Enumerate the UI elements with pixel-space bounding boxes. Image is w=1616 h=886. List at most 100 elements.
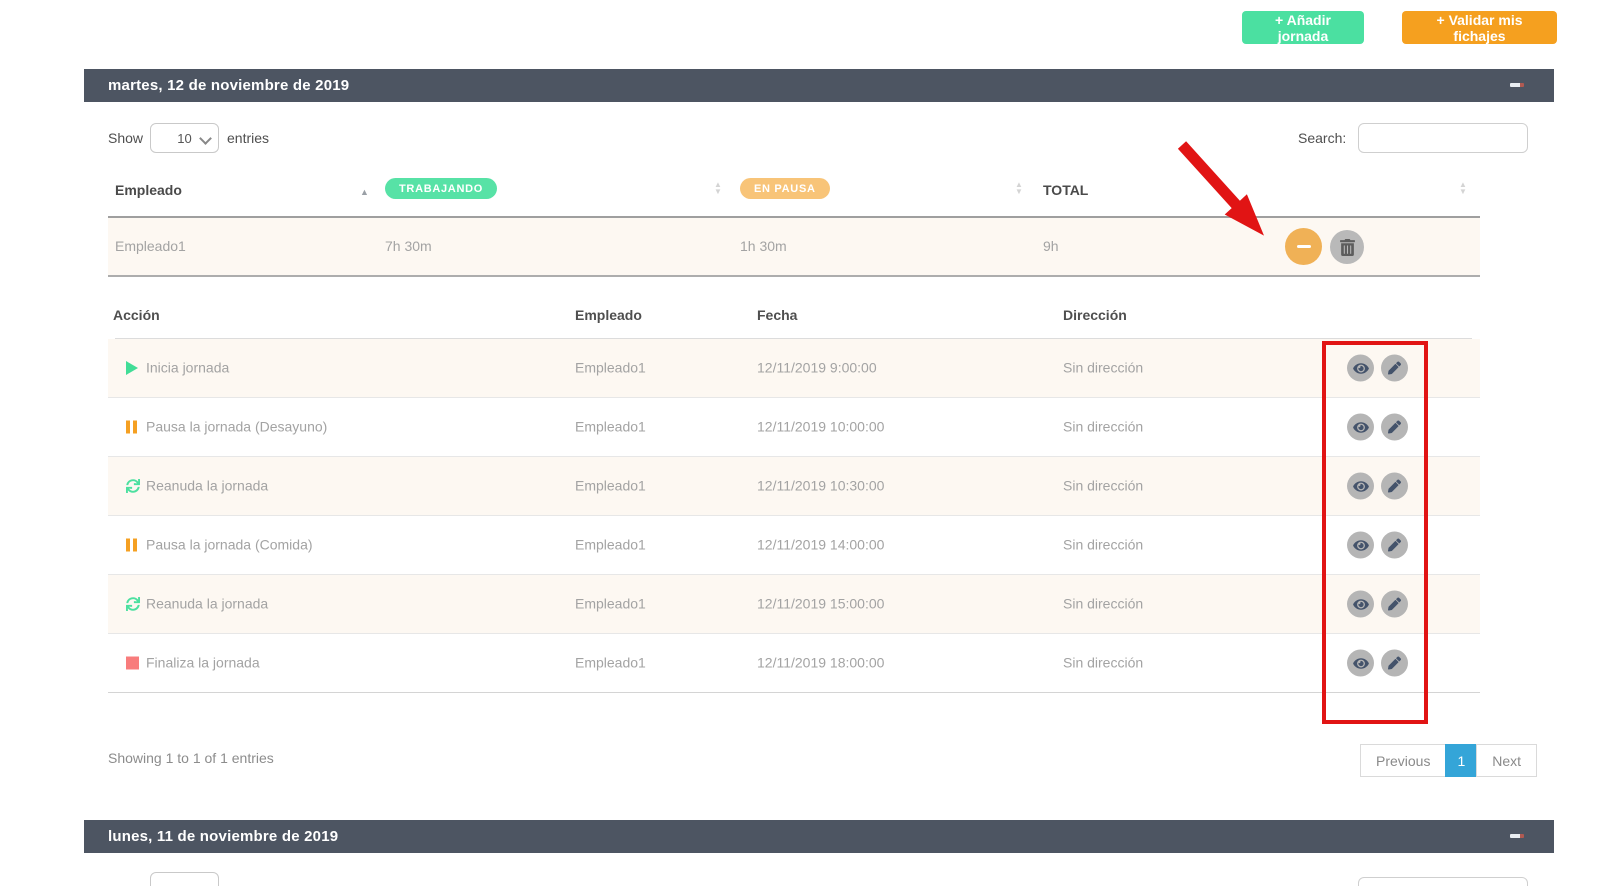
collapse-minus-icon[interactable] xyxy=(1510,83,1524,87)
row-action: Pausa la jornada (Desayuno) xyxy=(146,418,328,435)
collapse-minus-icon[interactable] xyxy=(1510,834,1524,838)
page-length-value: 10 xyxy=(177,130,192,146)
row-action: Pausa la jornada (Comida) xyxy=(146,536,313,553)
column-header-empleado[interactable]: Empleado xyxy=(115,182,182,198)
row-empleado: Empleado1 xyxy=(575,654,646,671)
pencil-icon xyxy=(1388,597,1401,611)
row-direccion: Sin dirección xyxy=(1063,359,1144,376)
row-empleado: Empleado1 xyxy=(575,477,646,494)
pause-icon xyxy=(126,538,137,552)
resume-icon xyxy=(126,479,140,493)
row-direccion: Sin dirección xyxy=(1063,477,1144,494)
table-info: Showing 1 to 1 of 1 entries xyxy=(108,750,274,766)
row-action: Inicia jornada xyxy=(146,359,230,376)
search-input[interactable] xyxy=(1358,877,1528,886)
summary-enpausa: 1h 30m xyxy=(740,238,787,254)
trash-icon xyxy=(1339,238,1355,256)
view-button[interactable] xyxy=(1347,590,1374,618)
sort-both-icon[interactable]: ▲ ▼ xyxy=(714,180,722,196)
page-length-select[interactable] xyxy=(150,872,219,886)
search-label: Search: xyxy=(1298,130,1347,146)
view-button[interactable] xyxy=(1347,354,1374,382)
eye-icon xyxy=(1352,421,1369,433)
pagination-page-1-button[interactable]: 1 xyxy=(1445,744,1478,777)
table-row: Reanuda la jornada Empleado1 12/11/2019 … xyxy=(108,575,1480,634)
edit-button[interactable] xyxy=(1381,590,1408,618)
detail-column-empleado[interactable]: Empleado xyxy=(575,307,642,323)
row-direccion: Sin dirección xyxy=(1063,536,1144,553)
table-row: Pausa la jornada (Desayuno) Empleado1 12… xyxy=(108,398,1480,457)
summary-empleado: Empleado1 xyxy=(115,238,186,254)
day-section-header-lunes[interactable]: lunes, 11 de noviembre de 2019 xyxy=(84,820,1554,853)
row-fecha: 12/11/2019 9:00:00 xyxy=(757,359,877,376)
pagination-next-button[interactable]: Next xyxy=(1476,744,1538,777)
column-header-enpausa-badge[interactable]: EN PAUSA xyxy=(740,178,830,199)
eye-icon xyxy=(1352,539,1369,551)
eye-icon xyxy=(1352,362,1369,374)
view-button[interactable] xyxy=(1347,531,1374,559)
resume-icon xyxy=(126,597,140,611)
pencil-icon xyxy=(1388,361,1401,375)
summary-total: 9h xyxy=(1043,238,1059,254)
row-action: Reanuda la jornada xyxy=(146,595,269,612)
search-input[interactable] xyxy=(1358,123,1528,153)
page-length-select[interactable]: 10 xyxy=(150,123,219,153)
sort-both-icon[interactable]: ▲ ▼ xyxy=(1015,180,1023,196)
row-empleado: Empleado1 xyxy=(575,418,646,435)
summary-trabajando: 7h 30m xyxy=(385,238,432,254)
view-button[interactable] xyxy=(1347,472,1374,500)
row-action: Finaliza la jornada xyxy=(146,654,260,671)
divider xyxy=(115,338,1472,339)
entries-label: entries xyxy=(227,130,270,146)
minus-circle-icon xyxy=(1296,245,1311,248)
edit-button[interactable] xyxy=(1381,472,1408,500)
pencil-icon xyxy=(1388,479,1401,493)
sort-both-icon[interactable]: ▲ ▼ xyxy=(1459,180,1467,196)
row-direccion: Sin dirección xyxy=(1063,595,1144,612)
column-header-total[interactable]: TOTAL xyxy=(1043,182,1089,198)
row-fecha: 12/11/2019 15:00:00 xyxy=(757,595,885,612)
eye-icon xyxy=(1352,480,1369,492)
play-icon xyxy=(126,361,138,375)
delete-row-button[interactable] xyxy=(1330,230,1364,264)
row-direccion: Sin dirección xyxy=(1063,654,1144,671)
edit-button[interactable] xyxy=(1381,413,1408,441)
validar-fichajes-button[interactable]: + Validar mis fichajes xyxy=(1402,11,1557,44)
pagination: Previous 1 Next xyxy=(1360,744,1538,777)
detail-column-accion[interactable]: Acción xyxy=(113,307,160,323)
pause-icon xyxy=(126,420,137,434)
pencil-icon xyxy=(1388,656,1401,670)
chevron-down-icon xyxy=(199,132,212,145)
pencil-icon xyxy=(1388,538,1401,552)
pagination-previous-button[interactable]: Previous xyxy=(1360,744,1447,777)
view-button[interactable] xyxy=(1347,413,1374,441)
day-title: lunes, 11 de noviembre de 2019 xyxy=(108,828,339,845)
summary-row[interactable] xyxy=(108,216,1480,277)
row-empleado: Empleado1 xyxy=(575,359,646,376)
row-fecha: 12/11/2019 10:00:00 xyxy=(757,418,885,435)
column-header-trabajando-badge[interactable]: TRABAJANDO xyxy=(385,178,497,199)
row-fecha: 12/11/2019 10:30:00 xyxy=(757,477,885,494)
sort-asc-icon[interactable]: ▲ xyxy=(360,187,369,197)
detail-column-direccion[interactable]: Dirección xyxy=(1063,307,1127,323)
row-action: Reanuda la jornada xyxy=(146,477,269,494)
eye-icon xyxy=(1352,598,1369,610)
show-label: Show xyxy=(108,130,144,146)
edit-button[interactable] xyxy=(1381,531,1408,559)
table-row: Pausa la jornada (Comida) Empleado1 12/1… xyxy=(108,516,1480,575)
row-empleado: Empleado1 xyxy=(575,536,646,553)
table-row: Reanuda la jornada Empleado1 12/11/2019 … xyxy=(108,457,1480,516)
day-section-header-martes[interactable]: martes, 12 de noviembre de 2019 xyxy=(84,69,1554,102)
row-fecha: 12/11/2019 18:00:00 xyxy=(757,654,885,671)
pencil-icon xyxy=(1388,420,1401,434)
view-button[interactable] xyxy=(1347,649,1374,677)
add-jornada-button[interactable]: + Añadir jornada xyxy=(1242,11,1364,44)
detail-column-fecha[interactable]: Fecha xyxy=(757,307,798,323)
edit-button[interactable] xyxy=(1381,354,1408,382)
collapse-row-button[interactable] xyxy=(1285,228,1322,265)
row-empleado: Empleado1 xyxy=(575,595,646,612)
stop-icon xyxy=(126,656,139,670)
edit-button[interactable] xyxy=(1381,649,1408,677)
row-direccion: Sin dirección xyxy=(1063,418,1144,435)
